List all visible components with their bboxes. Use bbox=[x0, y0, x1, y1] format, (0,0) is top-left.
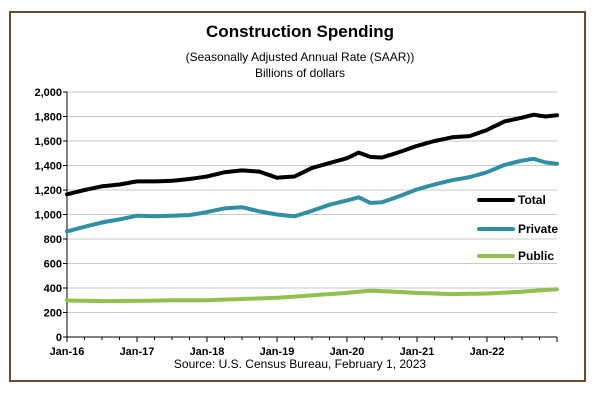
chart-title: Construction Spending bbox=[206, 22, 394, 41]
series-line-total bbox=[65, 112, 559, 197]
x-tick-label: Jan-21 bbox=[400, 346, 435, 358]
series-line-private bbox=[65, 156, 559, 234]
chart-source: Source: U.S. Census Bureau, February 1, … bbox=[173, 357, 427, 371]
y-tick-label: 1,400 bbox=[34, 161, 62, 173]
y-tick-label: 1,000 bbox=[34, 210, 62, 222]
legend-label-public: Public bbox=[518, 249, 554, 263]
x-tick-labels: Jan-16 Jan-17 Jan-18 Jan-19 Jan-20 Jan-21 Jan-… bbox=[50, 346, 505, 358]
x-tick-label: Jan-22 bbox=[470, 346, 505, 358]
y-tick-label: 2,000 bbox=[34, 87, 62, 99]
chart-units: Billions of dollars bbox=[254, 66, 346, 80]
chart-frame bbox=[9, 11, 586, 382]
x-tick-label: Jan-20 bbox=[330, 346, 365, 358]
y-tick-label: 200 bbox=[44, 308, 62, 320]
y-tick-label: 800 bbox=[44, 234, 62, 246]
x-tick-label: Jan-17 bbox=[120, 346, 155, 358]
y-tick-label: 600 bbox=[44, 259, 62, 271]
y-tick-labels: 2,000 1,800 1,600 1,400 1,200 1,000 800 600 400 2… bbox=[34, 87, 62, 344]
legend: Total Private Public bbox=[477, 193, 558, 263]
x-tick-label: Jan-19 bbox=[260, 346, 295, 358]
y-tick-label: 1,200 bbox=[34, 185, 62, 197]
y-tick-label: 0 bbox=[56, 332, 62, 344]
x-tick-label: Jan-16 bbox=[50, 346, 85, 358]
axes bbox=[63, 91, 558, 342]
gridlines bbox=[67, 91, 557, 313]
legend-label-private: Private bbox=[518, 222, 558, 236]
legend-label-total: Total bbox=[518, 193, 546, 207]
x-tick-label: Jan-18 bbox=[190, 346, 225, 358]
y-tick-label: 400 bbox=[44, 283, 62, 295]
series-line-public bbox=[65, 287, 559, 304]
chart-subtitle: (Seasonally Adjusted Annual Rate (SAAR)) bbox=[185, 50, 415, 64]
y-tick-label: 1,800 bbox=[34, 112, 62, 124]
series-lines bbox=[65, 112, 559, 304]
y-tick-label: 1,600 bbox=[34, 136, 62, 148]
